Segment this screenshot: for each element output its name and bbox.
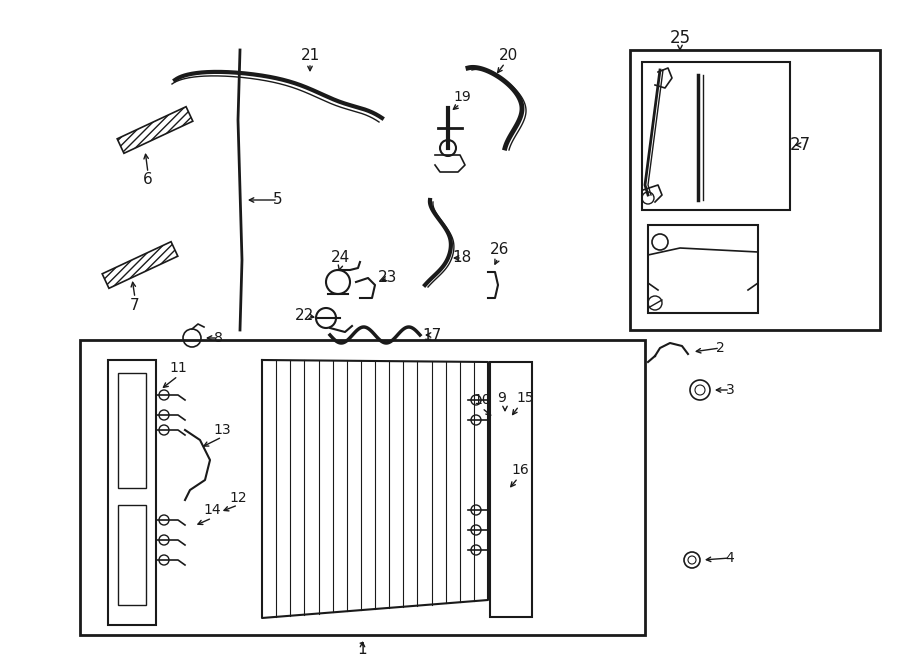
Text: 6: 6 [143,173,153,188]
Text: 7: 7 [130,297,140,313]
Text: 13: 13 [213,423,230,437]
Text: 12: 12 [230,491,247,505]
Bar [103,242,178,288]
Text: 1: 1 [357,642,367,658]
Text: 24: 24 [330,251,349,266]
Text: 20: 20 [499,48,517,63]
Text: 19: 19 [453,90,471,104]
Bar [118,505,146,605]
Bar [648,225,758,313]
Text: 14: 14 [203,503,220,517]
Text: 15: 15 [517,391,534,405]
Text: 9: 9 [498,391,507,405]
Bar [642,62,790,210]
Text: 2: 2 [716,341,724,355]
Bar [80,340,645,635]
Text: 4: 4 [725,551,734,565]
Text: 3: 3 [725,383,734,397]
Text: 10: 10 [473,393,491,407]
Text: 8: 8 [213,331,222,345]
Bar [108,360,156,625]
Text: 23: 23 [378,270,398,286]
Bar [490,362,532,617]
Text: 17: 17 [422,327,442,342]
Text: 11: 11 [169,361,187,375]
Text: 27: 27 [789,136,811,154]
Text: 25: 25 [670,29,690,47]
Bar [117,106,193,153]
Bar [118,373,146,488]
Text: 26: 26 [491,243,509,258]
Text: 18: 18 [453,251,472,266]
Text: 16: 16 [511,463,529,477]
Text: 22: 22 [295,309,315,323]
Bar [630,50,880,330]
Text: 21: 21 [301,48,320,63]
Text: 5: 5 [274,192,283,208]
